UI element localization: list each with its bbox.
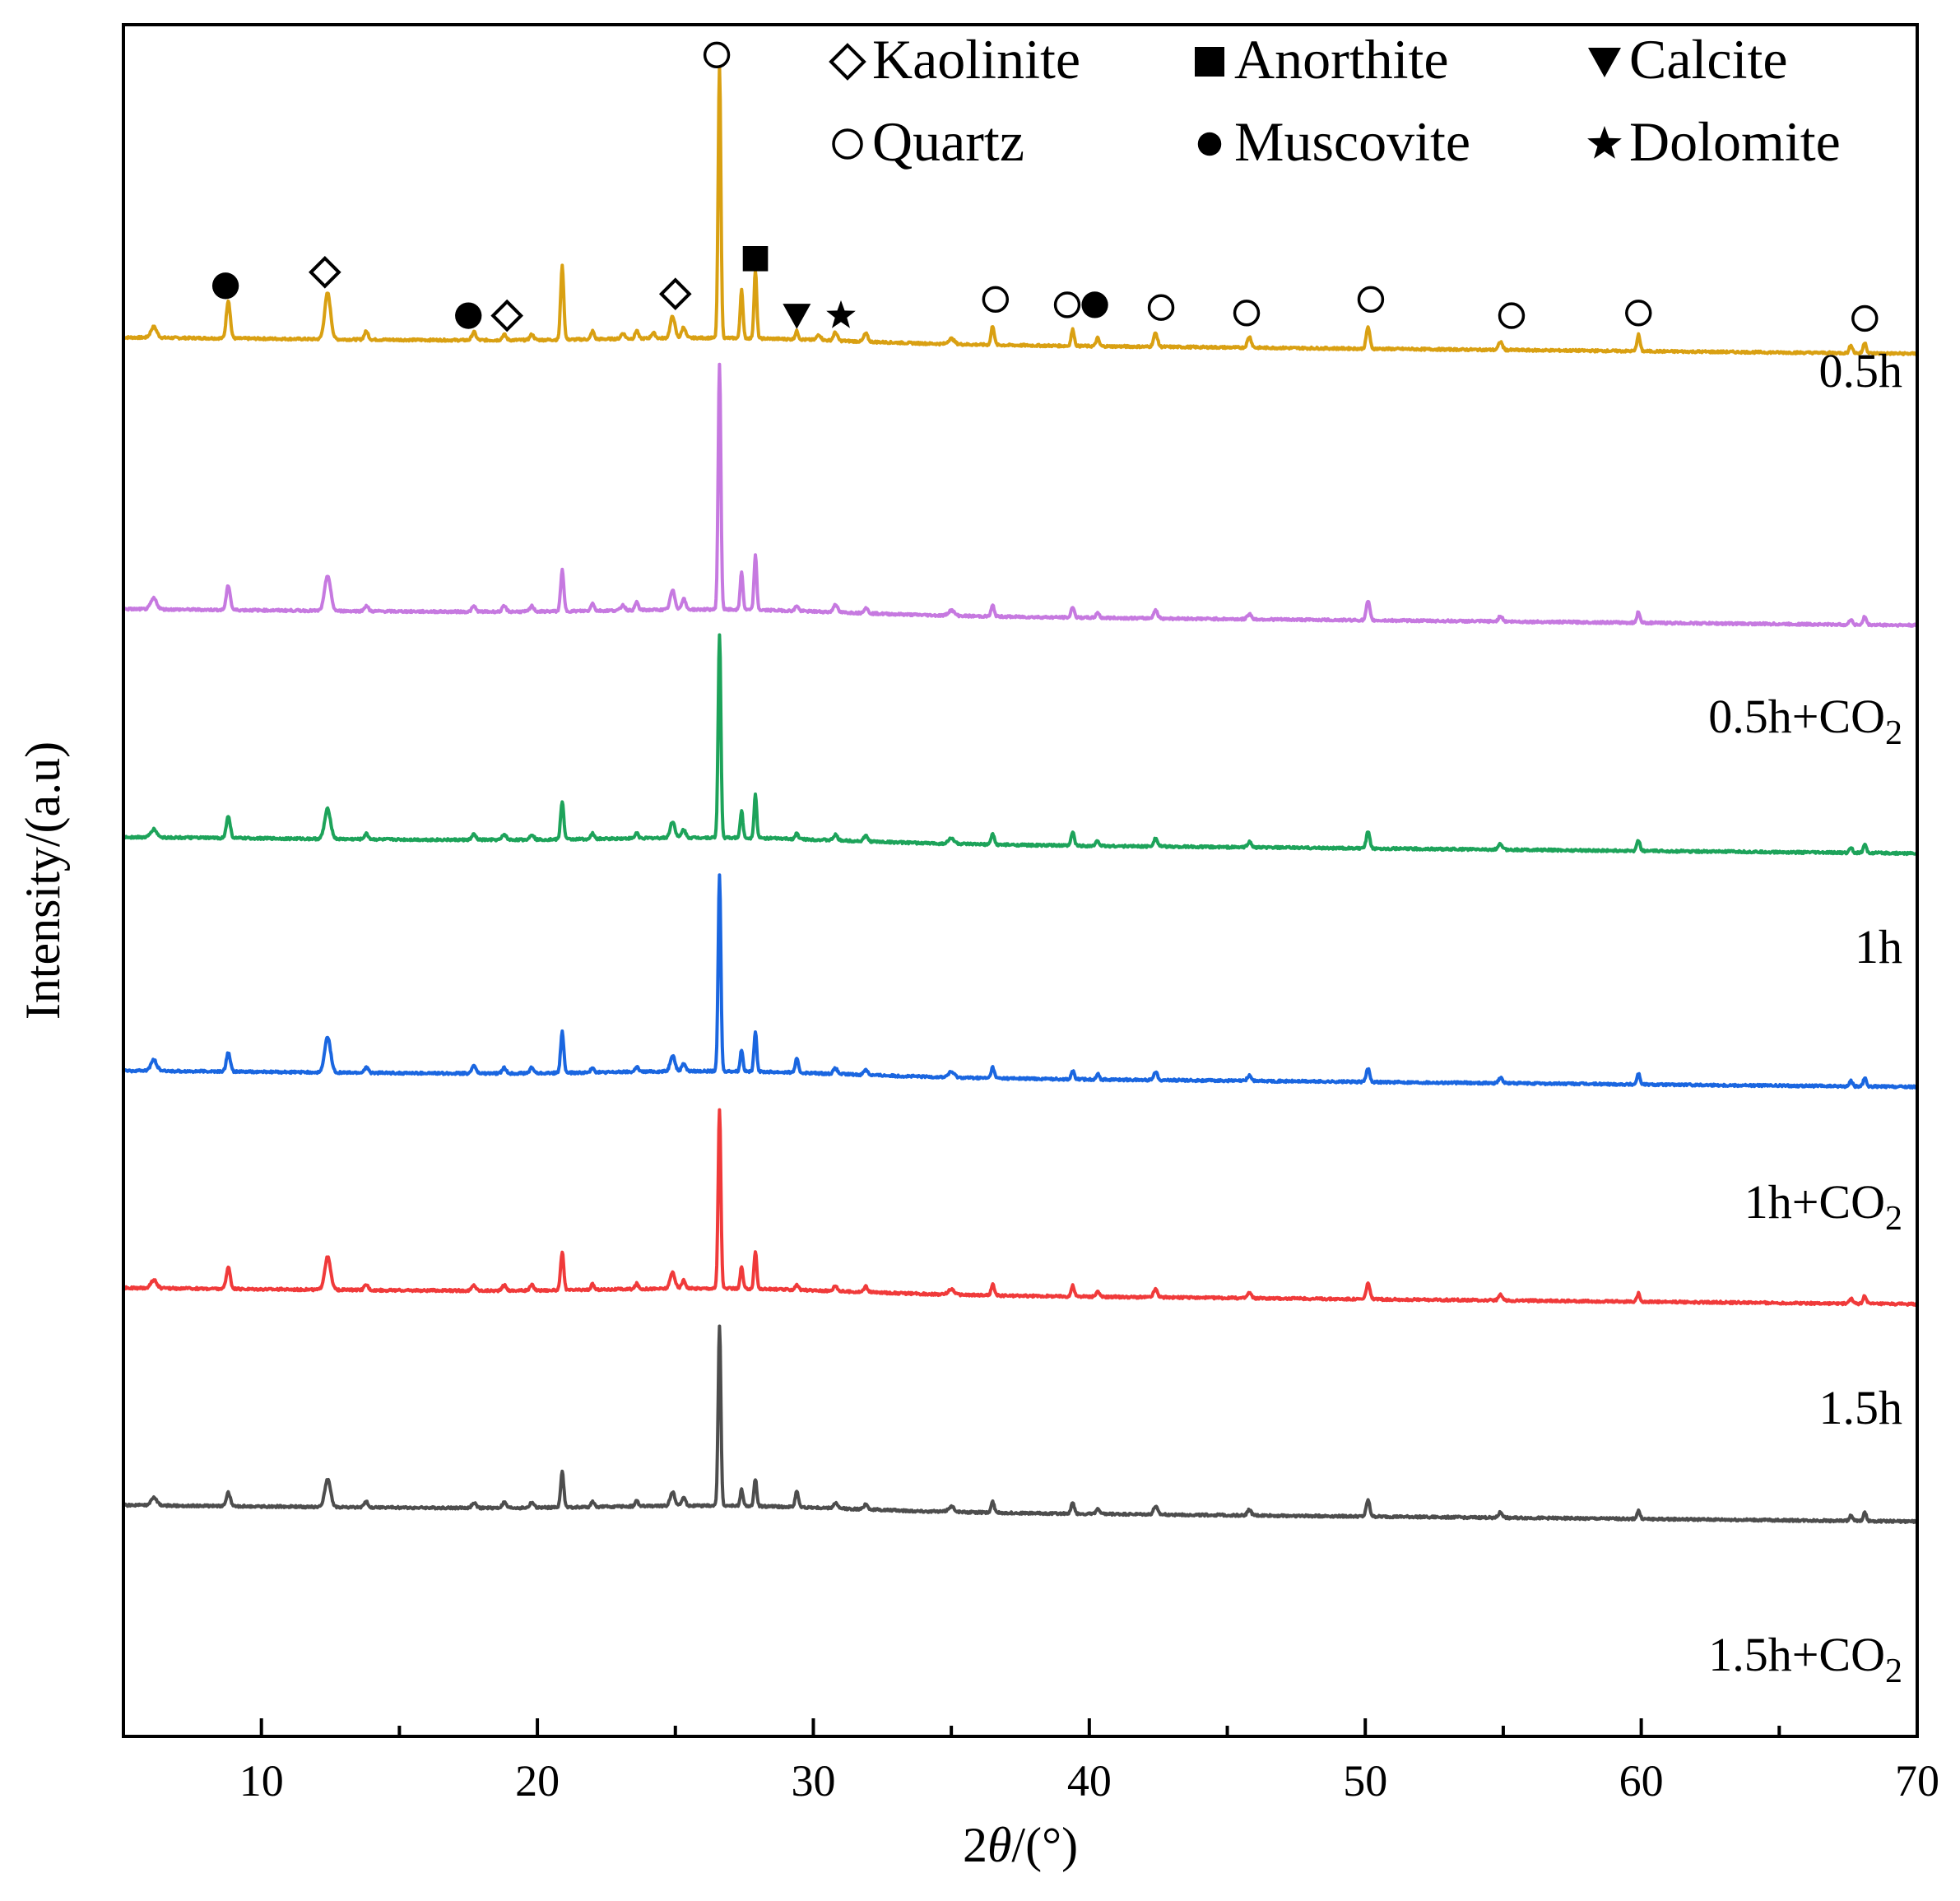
legend-symbol-circle-open (832, 128, 863, 160)
phase-marker-triangle-down-filled (783, 304, 811, 329)
series-label-main: 1.5h (1819, 1381, 1903, 1434)
legend-label: Dolomite (1629, 110, 1841, 173)
phase-marker-circle-filled (1081, 291, 1108, 318)
phase-marker-circle-open (703, 41, 731, 69)
phase-marker-diamond-open (658, 277, 692, 311)
legend-symbol-circle-filled (1197, 132, 1222, 156)
phase-marker-circle-open (1357, 286, 1385, 313)
x-axis-title-prefix: 2 (963, 1818, 987, 1872)
series-label: 1h+CO2 (1744, 1175, 1902, 1238)
series-label: 0.5h+CO2 (1708, 690, 1902, 752)
phase-marker-circle-filled (211, 272, 239, 300)
legend-symbol-diamond-open (829, 43, 866, 81)
x-axis-title-theta: θ (987, 1818, 1011, 1872)
phase-marker-circle-open (1147, 294, 1175, 321)
phase-marker-circle-open (1053, 291, 1081, 318)
series-line-1h (122, 633, 1919, 857)
legend-symbol-star-filled (1587, 126, 1622, 159)
legend-label: Quartz (872, 110, 1024, 173)
phase-marker-circle-open (1498, 302, 1526, 329)
phase-marker-diamond-open (309, 255, 341, 289)
phase-marker-circle-open (1851, 304, 1879, 332)
legend-symbol-square-filled (1195, 47, 1224, 77)
legend: Kaolinite Anorthite Calcite Quartz Muscovite… (829, 28, 1841, 173)
phase-marker-circle-open (982, 286, 1010, 313)
series-label: 1.5h+CO2 (1708, 1628, 1902, 1690)
series-line-15h (122, 1108, 1919, 1307)
legend-symbol-triangle-down-filled (1588, 48, 1621, 77)
x-axis-title: 2θ/(°) (963, 1818, 1078, 1872)
series-label: 0.5h (1819, 344, 1903, 397)
plot-frame (122, 23, 1919, 1738)
x-tick-label: 50 (1343, 1756, 1387, 1806)
x-axis: 10 20 30 40 50 60 70 (122, 1718, 1939, 1806)
series-label-main: 1h (1855, 920, 1902, 974)
series-label-subscript: 2 (1885, 1200, 1902, 1238)
series-line-15hco2 (122, 1324, 1919, 1524)
phase-marker-star-filled (826, 300, 856, 328)
legend-label: Anorthite (1234, 28, 1449, 91)
phase-marker-circle-open (1625, 300, 1652, 327)
y-axis-title: Intensity/(a.u) (16, 741, 70, 1020)
x-tick-label: 60 (1619, 1756, 1664, 1806)
x-tick-label: 40 (1067, 1756, 1112, 1806)
phase-marker-circle-open (1233, 300, 1261, 327)
series-label-main: 1h+CO (1744, 1175, 1885, 1229)
x-tick-label: 10 (239, 1756, 284, 1806)
phase-marker-circle-filled (455, 302, 482, 329)
series-layer (122, 63, 1919, 1524)
legend-label: Muscovite (1234, 110, 1470, 173)
phase-marker-square-filled (742, 246, 769, 272)
x-axis-title-suffix: /(°) (1011, 1818, 1078, 1872)
x-tick-label: 30 (791, 1756, 835, 1806)
series-line-05hco2 (122, 362, 1919, 628)
phase-marker-diamond-open (490, 299, 524, 332)
series-label-main: 0.5h (1819, 344, 1903, 397)
legend-label: Calcite (1629, 28, 1788, 91)
series-label: 1.5h (1819, 1381, 1903, 1434)
series-label-subscript: 2 (1885, 1652, 1902, 1690)
x-tick-label: 20 (515, 1756, 560, 1806)
phase-marker-layer (211, 41, 1879, 332)
series-label-subscript: 2 (1885, 714, 1902, 752)
series-line-1hco2 (122, 873, 1919, 1090)
series-label-main: 0.5h+CO (1708, 690, 1885, 743)
series-label-main: 1.5h+CO (1708, 1628, 1885, 1681)
series-label: 1h (1855, 920, 1902, 974)
legend-label: Kaolinite (872, 28, 1080, 91)
x-tick-label: 70 (1895, 1756, 1939, 1806)
series-line-05h (122, 63, 1919, 356)
